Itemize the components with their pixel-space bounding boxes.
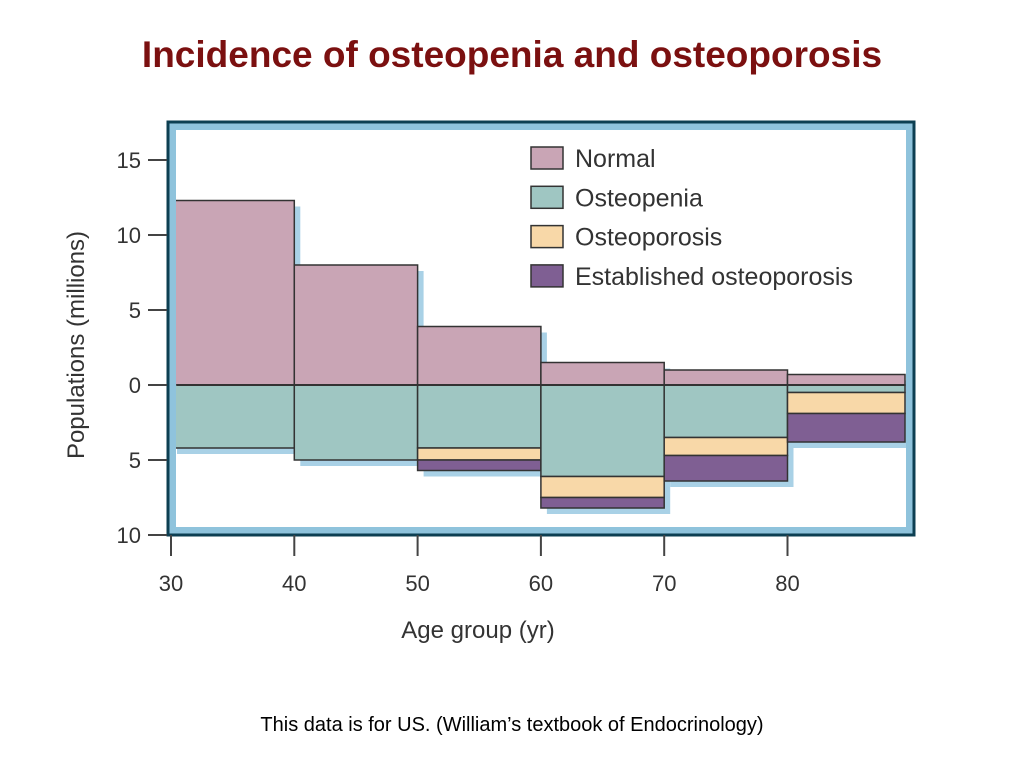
- x-tick-label: 80: [775, 571, 799, 596]
- bar-osteopenia: [293, 384, 419, 461]
- bar-osteoporosis: [786, 391, 906, 415]
- bar-osteopenia: [416, 384, 542, 449]
- bar-established-osteoporosis: [786, 412, 906, 443]
- legend-label: Osteopenia: [575, 184, 703, 212]
- x-tick-label: 60: [529, 571, 553, 596]
- y-axis-label: Populations (millions): [63, 231, 90, 459]
- bar-normal: [786, 373, 906, 386]
- bar-established-osteoporosis: [663, 454, 789, 482]
- bar-osteopenia: [663, 384, 789, 439]
- x-axis-label: Age group (yr): [401, 617, 554, 644]
- y-tick-label: 0: [129, 373, 141, 398]
- y-tick-label: 10: [117, 523, 141, 548]
- x-tick-label: 40: [282, 571, 306, 596]
- bar-normal: [293, 264, 419, 386]
- legend-label: Osteoporosis: [575, 224, 722, 252]
- bar-established-osteoporosis: [540, 496, 665, 509]
- bar-normal: [663, 369, 789, 386]
- bar-normal: [170, 199, 296, 386]
- slide-title: Incidence of osteopenia and osteoporosis: [141, 34, 883, 75]
- bar-osteopenia: [170, 384, 296, 449]
- x-tick-label: 70: [652, 571, 676, 596]
- x-tick-label: 50: [405, 571, 429, 596]
- legend-swatch: [530, 224, 564, 249]
- legend: Normal Osteopenia Osteoporosis Established …: [530, 145, 853, 291]
- bars-layer: [170, 199, 911, 514]
- y-tick-label: 5: [129, 448, 141, 473]
- bar-osteopenia: [540, 384, 665, 478]
- frame-inner-border: [168, 122, 914, 535]
- bar-normal: [540, 361, 665, 386]
- x-tick-label: 30: [159, 571, 183, 596]
- bar-osteopenia: [786, 384, 906, 394]
- legend-swatch: [530, 185, 564, 210]
- legend-swatch: [530, 146, 564, 170]
- legend-label: Normal: [575, 145, 656, 173]
- y-tick-label: 15: [117, 148, 141, 173]
- bar-normal: [416, 325, 542, 386]
- bar-established-osteoporosis: [416, 459, 542, 472]
- y-tick-label: 5: [129, 298, 141, 323]
- y-tick-label: 10: [117, 223, 141, 248]
- footer-note: This data is for US. (William’s textbook…: [260, 714, 764, 736]
- bar-osteoporosis: [416, 447, 542, 461]
- bar-osteoporosis: [663, 436, 789, 457]
- bar-osteoporosis: [540, 475, 665, 499]
- legend-label: Established osteoporosis: [575, 263, 853, 291]
- legend-swatch: [530, 264, 564, 288]
